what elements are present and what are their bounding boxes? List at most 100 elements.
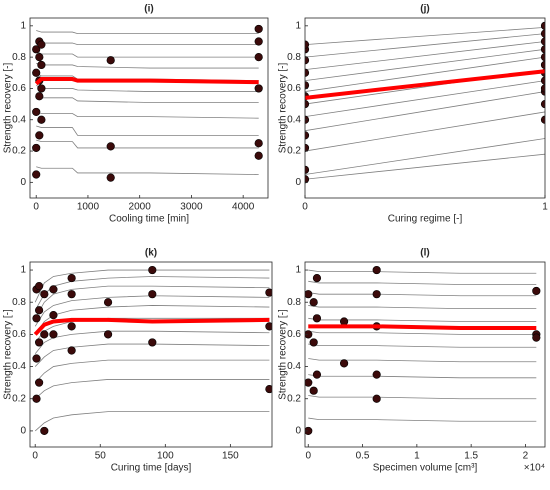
data-point [309,386,318,395]
y-tick-label: 0.8 [12,297,26,308]
data-point [67,346,76,355]
ice-line [308,292,537,297]
y-tick-label: 0.4 [12,114,26,125]
x-axis-label: Cooling time [min] [109,214,189,225]
data-point [32,394,41,403]
data-point [265,288,272,297]
plot-area [305,21,545,184]
data-point [35,306,44,315]
x-tick-label: 1.5 [464,451,478,462]
plot-area [32,24,263,182]
y-tick-label: 0.6 [287,83,301,94]
y-tick-label: 0.6 [287,329,301,340]
y-tick-label: 0.8 [287,52,301,63]
mean-line [34,77,259,86]
data-point [49,310,58,320]
ice-line [305,80,545,118]
data-point [254,53,263,62]
data-point [67,273,76,283]
x-multiplier: ×10⁴ [524,463,545,474]
ice-line [36,84,259,92]
ice-line [308,395,537,400]
y-tick-label: 1 [295,20,301,31]
ice-line [308,269,537,274]
data-point [540,37,545,46]
data-point [372,290,381,299]
data-point [37,84,46,93]
panel-title: (j) [420,4,429,15]
ice-line [305,138,545,175]
data-point [305,330,313,339]
ice-line [308,358,537,363]
x-axis-label: Specimen volume [cm³] [373,463,478,474]
data-point [67,322,76,331]
data-point [103,298,113,307]
ice-line [308,330,537,335]
data-point [106,142,115,151]
y-tick-label: 0.8 [287,297,301,308]
ice-line [305,26,545,46]
data-point [32,107,41,117]
x-tick-label: 0 [305,451,311,462]
ice-line [36,139,259,149]
data-point [254,37,263,46]
data-point [106,173,115,182]
x-axis-label: Curing time [days] [111,463,192,474]
plot-area [305,265,541,436]
data-point [37,40,46,49]
panel-title: (k) [145,248,157,259]
axes-box [304,17,546,199]
data-point [254,139,263,148]
ice-line [36,166,259,175]
x-tick-label: 4000 [232,202,255,213]
y-tick-label: 0.6 [12,83,26,94]
x-tick-label: 0 [33,202,39,213]
data-point [532,333,541,342]
data-point [540,99,545,109]
y-tick-label: 0.6 [12,329,26,340]
x-tick-label: 50 [95,451,107,462]
data-point [103,330,113,339]
x-tick-label: 150 [222,451,239,462]
axes-box [304,261,546,448]
y-tick-label: 0 [20,426,26,437]
data-point [32,170,41,179]
data-point [540,53,545,62]
data-point [372,370,381,379]
ice-line [36,111,259,119]
y-tick-label: 0 [295,177,301,188]
ice-line [308,374,537,379]
data-point [254,84,263,93]
y-tick-label: 0.2 [287,146,301,157]
data-point [35,53,44,62]
mean-line [33,317,270,336]
x-tick-label: 2000 [129,202,152,213]
data-point [40,290,49,299]
mean-line [305,69,545,100]
data-point [532,286,541,296]
ice-line [305,33,545,58]
ice-line [308,305,537,310]
y-axis-label: Strength recovery [-] [3,62,14,153]
y-tick-label: 0.8 [12,52,26,63]
x-tick-label: 1 [414,451,420,462]
x-tick-label: 0.5 [356,451,370,462]
panel-title: (i) [144,4,153,15]
data-point [32,45,41,54]
ice-line [308,280,537,285]
y-axis-label: Strength recovery [-] [278,309,289,400]
data-point [372,394,381,403]
y-tick-label: 1 [20,20,26,31]
data-point [148,265,157,275]
y-tick-label: 0 [295,426,301,437]
y-tick-label: 0.4 [12,361,26,372]
data-point [339,317,349,326]
data-point [35,131,44,140]
data-point [540,21,545,30]
ice-line [34,305,270,335]
x-tick-label: 0 [32,451,38,462]
axes-box [29,261,273,448]
axes-box [29,17,269,199]
data-point [32,354,41,363]
data-point [49,330,58,339]
